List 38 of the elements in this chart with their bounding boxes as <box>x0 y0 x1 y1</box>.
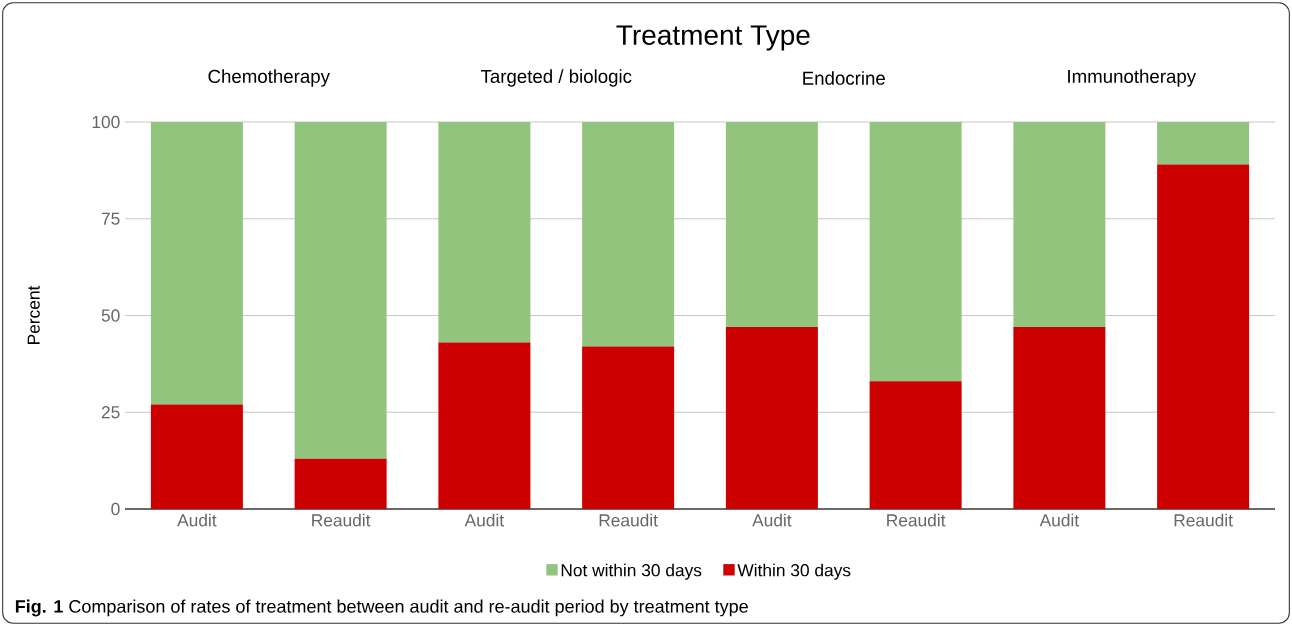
bar <box>438 122 531 343</box>
x-tick-label: Audit <box>752 513 792 527</box>
bar <box>438 342 531 509</box>
bar <box>582 346 675 509</box>
bar <box>1157 164 1250 509</box>
x-tick-label: Reaudit <box>887 513 946 527</box>
text: Chemotherapy <box>208 69 330 87</box>
bar <box>1013 122 1106 328</box>
x-tick-label: Audit <box>177 513 217 527</box>
text: Immunotherapy <box>1068 69 1197 87</box>
bar <box>294 458 387 509</box>
x-tick-label: Audit <box>1039 513 1079 527</box>
bar <box>150 404 243 509</box>
text: Endocrine <box>803 71 885 85</box>
y-axis-title: Percent <box>27 285 40 344</box>
bar <box>869 122 962 382</box>
x-tick-label: Audit <box>464 513 504 527</box>
chart-title: Treatment Type <box>616 25 810 51</box>
text: Targeted / biologic <box>480 69 632 87</box>
bar <box>1157 122 1250 165</box>
text: Fig. 1 Comparison of rates of treatment between audit and re-audit period by treatment type <box>15 599 748 617</box>
x-tick-label: Reaudit <box>1174 513 1233 527</box>
bar <box>294 122 387 459</box>
x-tick-label: Reaudit <box>599 513 658 527</box>
bar <box>582 122 675 347</box>
y-tick-label: 25 <box>101 406 120 419</box>
bar <box>1013 327 1106 509</box>
y-tick-label: 75 <box>101 212 120 225</box>
y-tick-label: 100 <box>92 115 120 129</box>
bar <box>150 122 243 405</box>
y-tick-label: 0 <box>111 502 120 516</box>
legend-label: Within 30 days <box>737 563 851 580</box>
legend-label: Not within 30 days <box>561 563 702 580</box>
bar <box>869 381 962 509</box>
y-tick-label: 50 <box>101 309 120 322</box>
x-tick-label: Reaudit <box>312 513 371 527</box>
bar <box>725 122 818 328</box>
bar <box>725 327 818 509</box>
